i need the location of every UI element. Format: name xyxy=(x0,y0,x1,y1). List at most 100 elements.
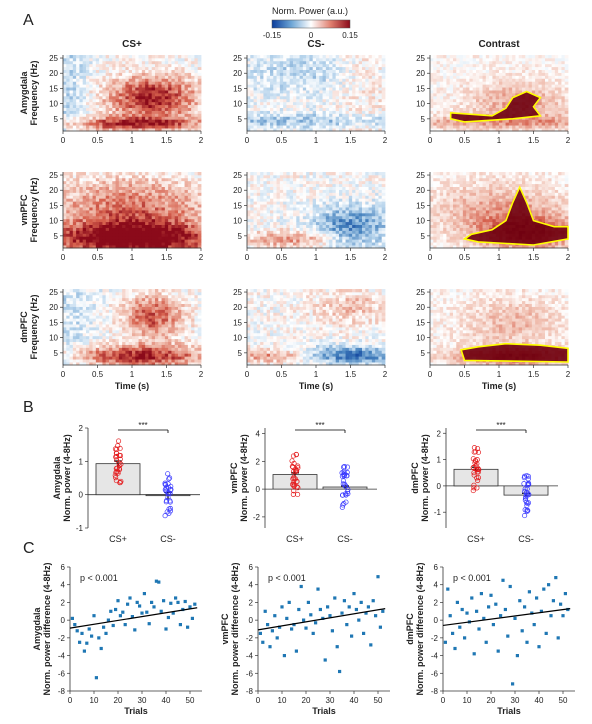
spectrogram-cell xyxy=(469,78,473,81)
spectrogram-cell xyxy=(162,236,166,239)
spectrogram-cell xyxy=(263,61,267,64)
spectrogram-cell xyxy=(300,84,304,87)
spectrogram-cell xyxy=(286,207,290,210)
spectrogram-cell xyxy=(339,108,343,111)
spectrogram-cell xyxy=(306,190,310,193)
spectrogram-cell xyxy=(532,125,536,128)
spectrogram-cell xyxy=(277,190,281,193)
spectrogram-cell xyxy=(152,198,156,201)
spectrogram-cell xyxy=(382,73,386,76)
spectrogram-cell xyxy=(558,93,562,96)
spectrogram-cell xyxy=(96,58,100,61)
spectrogram-cell xyxy=(479,73,483,76)
spectrogram-cell xyxy=(555,87,559,90)
spectrogram-cell xyxy=(165,201,169,204)
spectrogram-cell xyxy=(362,78,366,81)
spectrogram-cell xyxy=(369,96,373,99)
spectrogram-cell xyxy=(479,102,483,105)
spectrogram-cell xyxy=(496,81,500,84)
spectrogram-cell xyxy=(142,75,146,78)
spectrogram-cell xyxy=(171,108,175,111)
spectrogram-cell xyxy=(129,198,133,201)
spectrogram-cell xyxy=(440,99,444,102)
spectrogram-cell xyxy=(155,236,159,239)
spectrogram-cell xyxy=(73,70,77,73)
spectrogram-cell xyxy=(139,172,143,175)
spectrogram-cell xyxy=(96,113,100,116)
spectrogram-cell xyxy=(558,105,562,108)
spectrogram-cell xyxy=(303,213,307,216)
spectrogram-cell xyxy=(346,119,350,122)
spectrogram-cell xyxy=(277,242,281,245)
spectrogram-cell xyxy=(191,113,195,116)
spectrogram-cell xyxy=(93,119,97,122)
spectrogram-cell xyxy=(185,225,189,228)
spectrogram-cell xyxy=(300,198,304,201)
spectrogram-cell xyxy=(63,175,67,178)
spectrogram-cell xyxy=(155,105,159,108)
spectrogram-cell xyxy=(532,84,536,87)
spectrogram-cell xyxy=(247,210,251,213)
spectrogram-cell xyxy=(456,125,460,128)
spectrogram-cell xyxy=(135,233,139,236)
spectrogram-cell xyxy=(70,70,74,73)
spectrogram-cell xyxy=(378,102,382,105)
spectrogram-cell xyxy=(483,75,487,78)
spectrogram-cell xyxy=(260,122,264,125)
spectrogram-cell xyxy=(139,184,143,187)
spectrogram-cell xyxy=(191,225,195,228)
spectrogram-cell xyxy=(355,116,359,119)
spectrogram-cell xyxy=(263,96,267,99)
spectrogram-cell xyxy=(250,210,254,213)
spectrogram-cell xyxy=(565,105,569,108)
spectrogram-cell xyxy=(254,108,258,111)
spectrogram-cell xyxy=(319,93,323,96)
spectrogram-cell xyxy=(76,230,80,233)
spectrogram-cell xyxy=(158,192,162,195)
spectrogram-cell xyxy=(555,64,559,67)
spectrogram-cell xyxy=(116,99,120,102)
spectrogram-cell xyxy=(135,90,139,93)
spectrogram-cell xyxy=(263,113,267,116)
spectrogram-cell xyxy=(306,75,310,78)
spectrogram-cell xyxy=(450,108,454,111)
spectrogram-cell xyxy=(339,61,343,64)
spectrogram-cell xyxy=(254,198,258,201)
spectrogram-cell xyxy=(460,55,464,58)
spectrogram-cell xyxy=(277,81,281,84)
spectrogram-cell xyxy=(155,55,159,58)
spectrogram-cell xyxy=(116,204,120,207)
spectrogram-cell xyxy=(479,61,483,64)
spectrogram-cell xyxy=(290,119,294,122)
spectrogram-cell xyxy=(63,195,67,198)
spectrogram-cell xyxy=(135,181,139,184)
x-tick-label: 2 xyxy=(383,136,388,145)
spectrogram-cell xyxy=(306,119,310,122)
spectrogram-cell xyxy=(188,216,192,219)
spectrogram-cell xyxy=(247,216,251,219)
spectrogram-cell xyxy=(303,228,307,231)
spectrogram-cell xyxy=(129,113,133,116)
spectrogram-cell xyxy=(525,64,529,67)
spectrogram-cell xyxy=(440,90,444,93)
spectrogram-cell xyxy=(499,67,503,70)
spectrogram-cell xyxy=(86,111,90,114)
spectrogram-cell xyxy=(142,192,146,195)
spectrogram-cell xyxy=(168,113,172,116)
spectrogram-cell xyxy=(502,99,506,102)
spectrogram-cell xyxy=(443,99,447,102)
spectrogram-cell xyxy=(148,73,152,76)
spectrogram-cell xyxy=(168,219,172,222)
spectrogram-cell xyxy=(185,181,189,184)
spectrogram-cell xyxy=(181,113,185,116)
spectrogram-cell xyxy=(139,195,143,198)
spectrogram-cell xyxy=(270,230,274,233)
spectrogram-cell xyxy=(342,119,346,122)
spectrogram-cell xyxy=(119,96,123,99)
spectrogram-cell xyxy=(198,93,202,96)
spectrogram-cell xyxy=(158,219,162,222)
spectrogram-cell xyxy=(168,198,172,201)
spectrogram-cell xyxy=(532,67,536,70)
spectrogram-cell xyxy=(489,67,493,70)
spectrogram-cell xyxy=(96,73,100,76)
